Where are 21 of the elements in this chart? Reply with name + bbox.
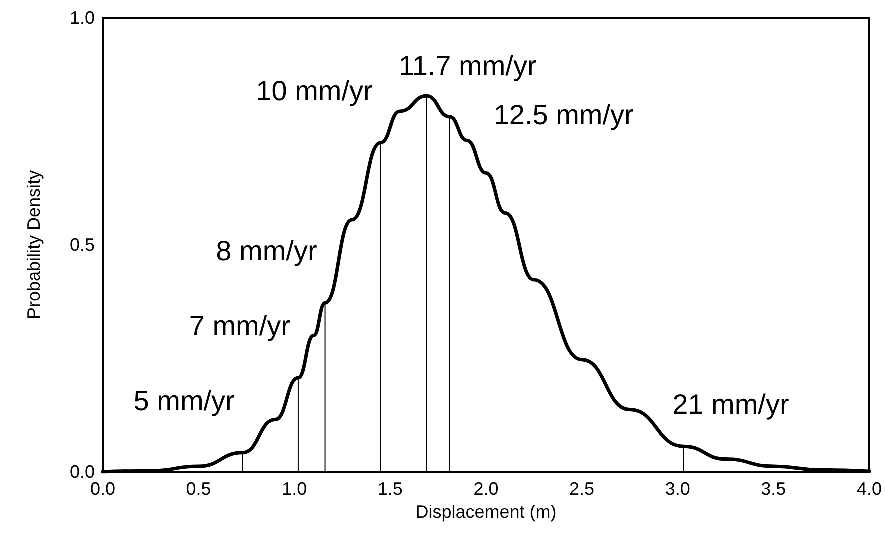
x-tick-label: 4.0 [856, 479, 882, 499]
annotation: 21 mm/yr [672, 389, 790, 420]
annotation: 5 mm/yr [134, 385, 235, 416]
annotation: 7 mm/yr [189, 310, 290, 342]
y-tick-label: 0.0 [70, 462, 95, 482]
x-tick-label: 1.0 [282, 479, 308, 499]
y-axis-title: Probability Density [24, 170, 44, 320]
x-axis-title: Displacement (m) [416, 502, 557, 522]
annotation: 10 mm/yr [256, 75, 373, 106]
x-tick-label: 3.5 [761, 479, 786, 499]
x-tick-label: 2.0 [474, 479, 499, 499]
x-tick-label: 2.5 [570, 479, 595, 499]
annotation: 12.5 mm/yr [494, 99, 634, 130]
y-tick-label: 0.5 [70, 235, 95, 255]
annotation: 11.7 mm/yr [398, 50, 537, 82]
annotation: 8 mm/yr [216, 236, 318, 267]
x-tick-label: 0.0 [90, 479, 116, 499]
x-tick-label: 3.0 [665, 479, 690, 499]
x-tick-label: 0.5 [186, 479, 212, 499]
y-tick-label: 1.0 [70, 8, 95, 28]
x-tick-label: 1.5 [378, 479, 403, 499]
